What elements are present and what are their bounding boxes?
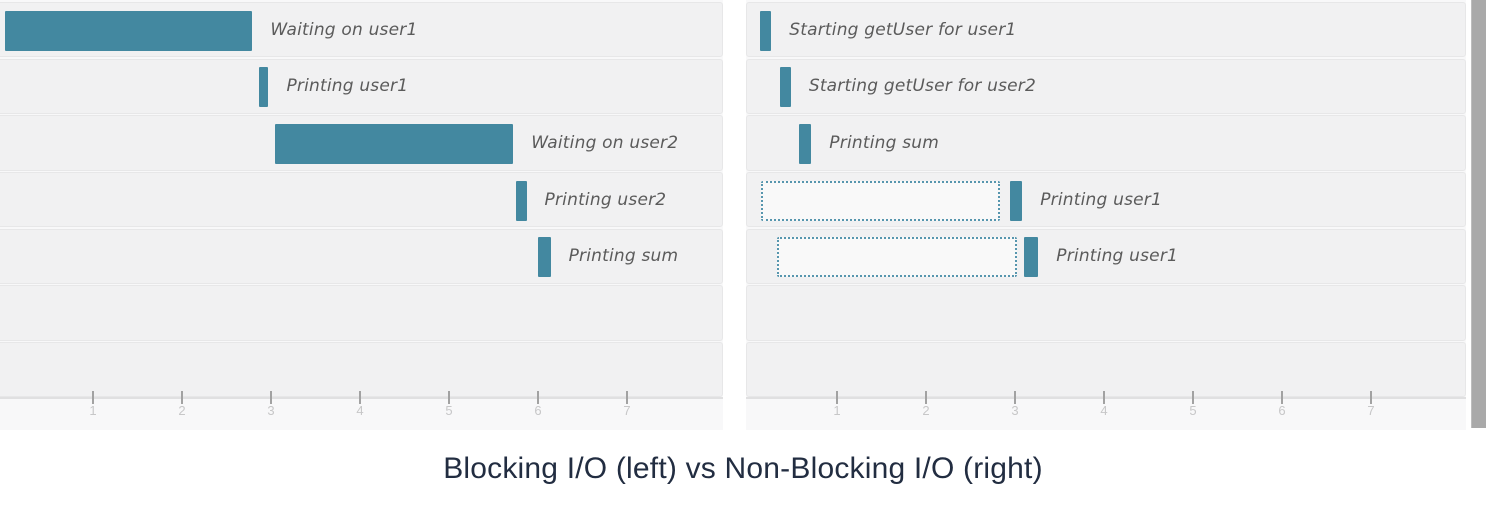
axis-tick <box>1103 391 1105 404</box>
axis-tick-label: 2 <box>922 403 930 418</box>
timeline-bar-label: Waiting on user2 <box>531 132 679 153</box>
timeline-bar-label: Printing user1 <box>286 76 409 97</box>
axis-tick <box>626 391 628 404</box>
axis-tick-label: 7 <box>1367 403 1375 418</box>
timeline-bar <box>5 10 253 51</box>
axis-tick-label: 3 <box>267 403 275 418</box>
timeline-bar-label: Printing user1 <box>1040 189 1163 210</box>
timeline-bar-label: Waiting on user1 <box>270 19 418 40</box>
timeline-chart-non-blocking: Starting getUser for user1 Starting getUs… <box>746 0 1466 430</box>
timeline-bar <box>538 237 551 278</box>
x-axis-line <box>746 397 1466 399</box>
timeline-bar <box>798 123 812 164</box>
timeline-row: Waiting on user2 <box>0 115 723 171</box>
timeline-row: Waiting on user1 <box>0 2 723 58</box>
axis-tick <box>1014 391 1016 404</box>
timeline-bar-dashed <box>760 180 1000 221</box>
timeline-row: Printing user2 <box>0 172 723 228</box>
timeline-bar <box>759 10 772 51</box>
timeline-row: Starting getUser for user2 <box>746 58 1466 114</box>
timeline-bar <box>780 67 791 108</box>
timeline-rows: Starting getUser for user1 Starting getUs… <box>746 2 1466 399</box>
timeline-row <box>746 342 1466 398</box>
axis-tick <box>1192 391 1194 404</box>
axis-tick-label: 5 <box>1189 403 1197 418</box>
timeline-chart-blocking: Waiting on user1 Printing user1 Waiting on… <box>0 0 723 430</box>
axis-tick <box>1281 391 1283 404</box>
timeline-row: Printing sum <box>0 228 723 284</box>
timeline-row: Printing sum <box>746 115 1466 171</box>
timeline-row: Starting getUser for user1 <box>746 2 1466 58</box>
axis-tick <box>537 391 539 404</box>
axis-tick-label: 2 <box>178 403 186 418</box>
timeline-rows: Waiting on user1 Printing user1 Waiting on… <box>0 2 723 399</box>
timeline-bar-label: Printing sum <box>568 246 679 267</box>
timeline-bar-label: Starting getUser for user2 <box>808 76 1036 97</box>
axis-tick <box>270 391 272 404</box>
figure-caption: Blocking I/O (left) vs Non-Blocking I/O … <box>443 452 1043 485</box>
axis-tick <box>925 391 927 404</box>
timeline-bar-label: Printing sum <box>829 132 939 153</box>
timeline-bar <box>1009 180 1023 221</box>
axis-tick-label: 4 <box>1100 403 1108 418</box>
axis-tick-label: 1 <box>833 403 841 418</box>
axis-tick-label: 1 <box>89 403 97 418</box>
timeline-row: Printing user1 <box>746 228 1466 284</box>
x-axis-line <box>0 397 723 399</box>
axis-tick <box>359 391 361 404</box>
timeline-bar-label: Starting getUser for user1 <box>789 19 1017 40</box>
timeline-bar-label: Printing user1 <box>1056 246 1179 267</box>
timeline-row: Printing user1 <box>0 58 723 114</box>
timeline-bar <box>515 180 527 221</box>
axis-tick-label: 5 <box>445 403 453 418</box>
axis-tick-label: 7 <box>623 403 631 418</box>
axis-tick-label: 6 <box>534 403 542 418</box>
axis-tick-label: 6 <box>1278 403 1286 418</box>
timeline-bar <box>1024 237 1039 278</box>
axis-tick <box>181 391 183 404</box>
timeline-charts-strip: Waiting on user1 Printing user1 Waiting on… <box>0 0 1486 430</box>
axis-tick-label: 4 <box>356 403 364 418</box>
axis-tick <box>1370 391 1372 404</box>
timeline-row <box>0 342 723 398</box>
axis-tick <box>448 391 450 404</box>
vertical-scrollbar[interactable] <box>1471 0 1486 428</box>
axis-tick <box>92 391 94 404</box>
timeline-row <box>0 285 723 341</box>
timeline-bar <box>258 67 269 108</box>
timeline-row: Printing user1 <box>746 172 1466 228</box>
axis-tick-label: 3 <box>1011 403 1019 418</box>
timeline-bar-label: Printing user2 <box>544 189 667 210</box>
timeline-row <box>746 285 1466 341</box>
axis-tick <box>836 391 838 404</box>
timeline-bar-dashed <box>776 237 1017 278</box>
timeline-bar <box>274 123 514 164</box>
